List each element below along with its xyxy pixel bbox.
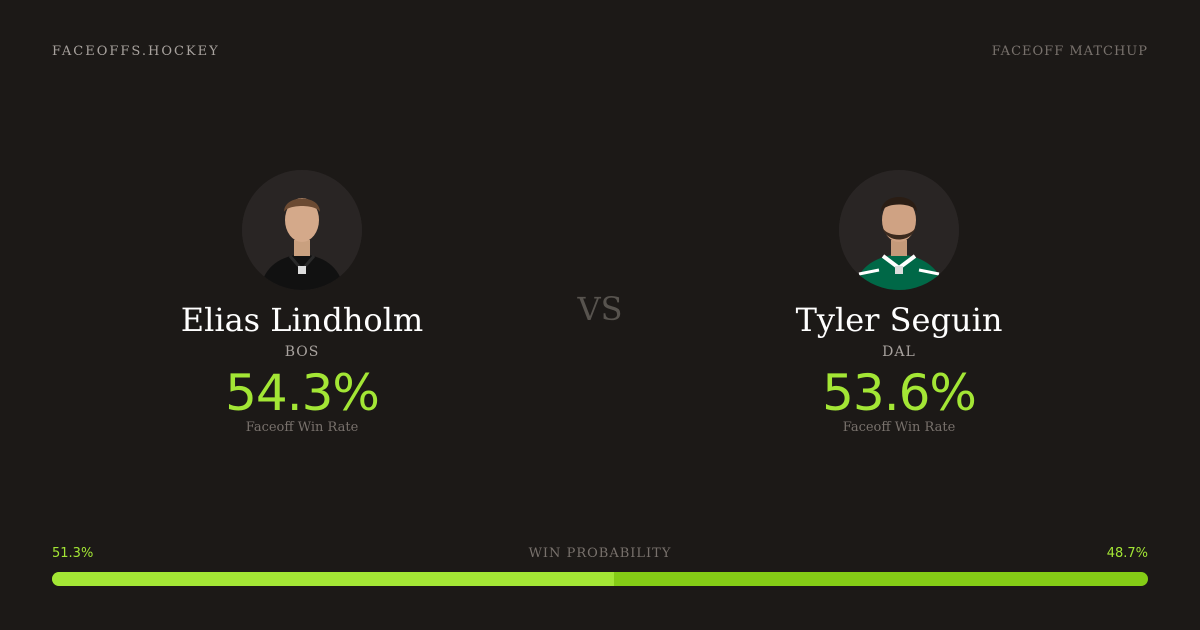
player-headshot-right <box>839 170 959 290</box>
page-label: FACEOFF MATCHUP <box>991 44 1148 59</box>
vs-label: VS <box>577 290 623 328</box>
win-probability-header: 51.3% WIN PROBABILITY 48.7% <box>52 546 1148 564</box>
win-probability-bar-fill-left <box>52 572 615 586</box>
team-abbr-left: BOS <box>284 344 320 360</box>
win-probability-title: WIN PROBABILITY <box>528 546 672 561</box>
win-rate-label-right: Faceoff Win Rate <box>842 420 956 435</box>
player-card-right: Tyler Seguin DAL 53.6% Faceoff Win Rate <box>719 170 1079 435</box>
win-probability-right-value: 48.7% <box>1106 546 1148 561</box>
player-name-left[interactable]: Elias Lindholm <box>180 301 424 339</box>
player-name-right[interactable]: Tyler Seguin <box>795 301 1003 339</box>
win-probability-bar <box>52 572 1148 586</box>
win-rate-right: 53.6% <box>822 364 977 422</box>
player-avatar-left <box>242 170 362 290</box>
player-card-left: Elias Lindholm BOS 54.3% Faceoff Win Rat… <box>122 170 482 435</box>
win-probability-left-value: 51.3% <box>52 546 94 561</box>
win-rate-left: 54.3% <box>225 364 380 422</box>
player-avatar-right <box>839 170 959 290</box>
win-rate-label-left: Faceoff Win Rate <box>245 420 359 435</box>
player-headshot-left <box>242 170 362 290</box>
team-abbr-right: DAL <box>882 344 916 360</box>
site-brand[interactable]: FACEOFFS.HOCKEY <box>52 44 220 59</box>
